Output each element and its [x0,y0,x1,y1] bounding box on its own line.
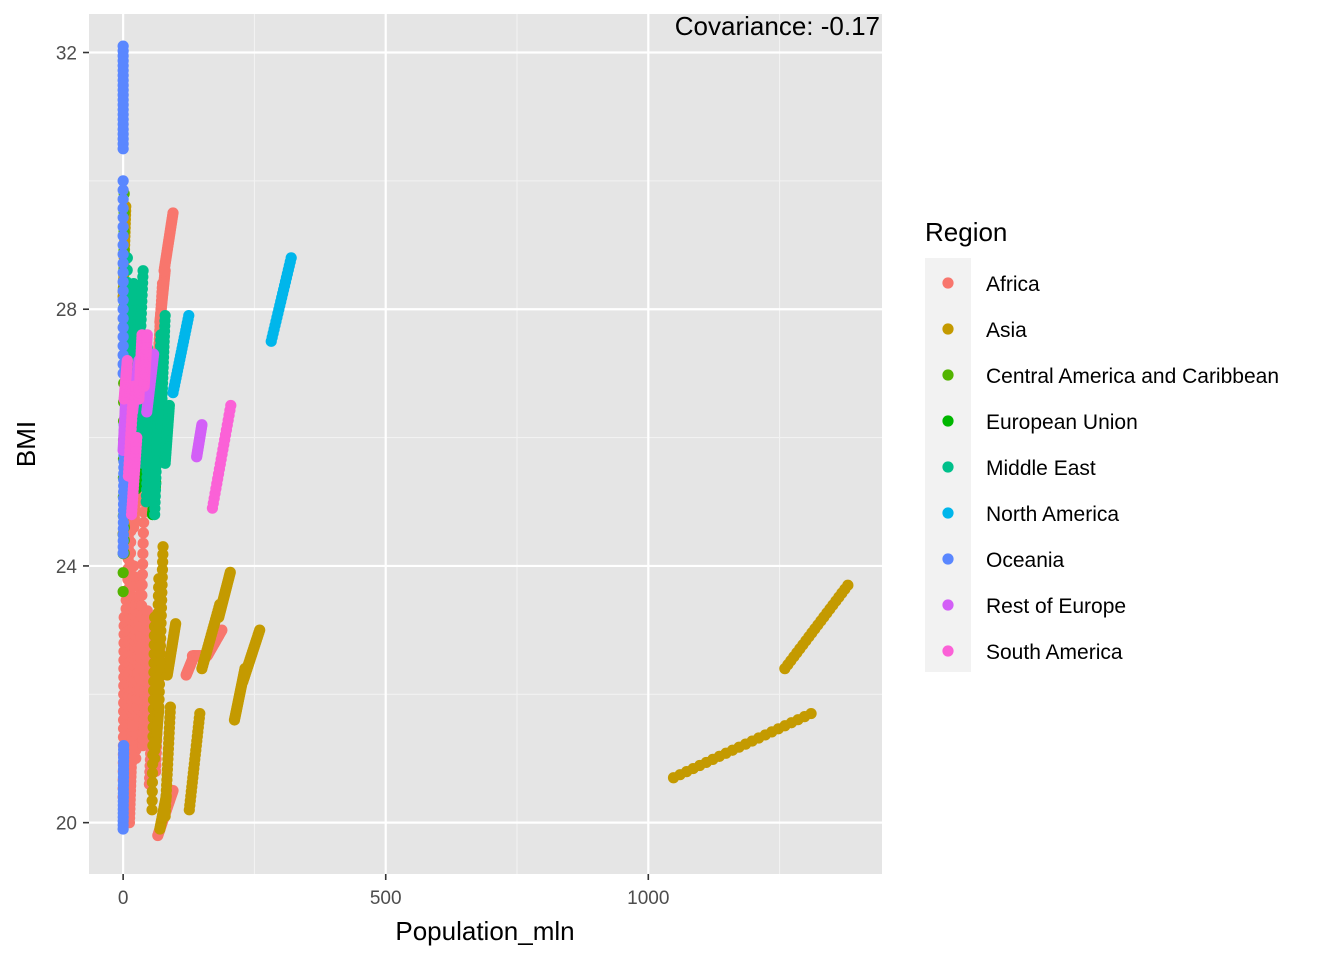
data-point [117,257,129,269]
data-point [164,701,177,713]
data-point [131,431,143,444]
data-point [196,419,208,431]
data-point [137,265,149,277]
legend-key [942,507,954,519]
data-point [128,560,140,572]
data-point [224,566,236,578]
data-point [146,767,159,779]
data-point [117,294,129,306]
data-point [149,752,161,765]
x-tick-label: 500 [370,888,402,909]
legend-label: Oceania [986,549,1065,572]
data-point [117,221,129,233]
legend-key [942,461,954,473]
data-point [117,239,129,251]
legend-label: Middle East [986,457,1096,480]
legend-label: Rest of Europe [986,595,1126,618]
data-point [167,207,179,219]
data-point [117,193,129,205]
data-point [146,795,158,807]
data-point [117,248,129,260]
x-tick-label: 1000 [627,888,669,909]
legend-key [942,415,954,427]
data-point [117,184,129,196]
data-point [117,312,129,324]
legend-key [942,553,954,565]
data-point [842,579,854,591]
legend-label: Asia [986,319,1027,342]
legend: Region Africa Asia Central America and Car… [925,217,1279,672]
data-point [146,804,158,816]
data-point [117,340,129,352]
data-point [138,516,150,529]
data-point [137,558,149,570]
legend-label: Africa [986,273,1040,296]
y-tick-label: 28 [56,300,77,321]
data-point [194,707,206,720]
y-tick-label: 24 [56,557,78,578]
legend-label: European Union [986,411,1138,434]
data-point [254,624,266,636]
data-point [805,707,817,720]
data-point [117,276,129,288]
panel-background [89,14,882,874]
data-point [117,175,129,187]
data-point [138,506,150,518]
series-north-america [167,252,297,399]
data-point [141,329,153,341]
data-point [117,230,129,242]
data-point [117,567,129,579]
data-point [157,541,169,553]
data-point [146,785,158,798]
legend-label: North America [986,503,1119,526]
data-point [126,720,139,732]
data-point [117,303,129,315]
data-point [225,399,237,412]
legend-key [942,599,954,611]
data-point [117,202,129,214]
data-point [163,399,175,412]
axes: 0 500 1000 20 24 28 32 [56,44,670,909]
data-point [137,527,149,539]
data-point [117,211,129,224]
y-tick-label: 32 [56,44,77,65]
legend-title: Region [925,217,1007,247]
data-point [117,40,129,52]
data-point [146,776,158,788]
data-point [137,548,149,560]
data-point [137,537,149,549]
legend-key [942,277,954,289]
data-point [117,285,129,297]
x-axis-title: Population_mln [395,916,574,946]
data-points [117,40,854,842]
data-point [117,321,129,334]
data-point [136,568,148,581]
data-point [136,579,148,591]
data-point [170,618,182,630]
data-point [136,589,148,601]
covariance-annotation: Covariance: -0.17 [675,11,880,41]
data-point [159,310,171,322]
data-point [117,266,129,279]
legend-label: Central America and Caribbean [986,365,1279,388]
data-point [285,252,297,264]
x-tick-label: 0 [118,888,129,909]
data-point [128,277,140,290]
legend-key [942,369,954,381]
data-point [121,354,133,367]
data-point [117,586,129,598]
data-point [183,310,195,322]
data-point [118,740,130,752]
legend-label: South America [986,641,1123,664]
y-tick-label: 20 [56,814,77,835]
data-point [117,331,129,343]
series-south-america [118,329,237,521]
y-axis-title: BMI [11,421,41,467]
legend-key [942,645,954,657]
legend-key [942,323,954,335]
